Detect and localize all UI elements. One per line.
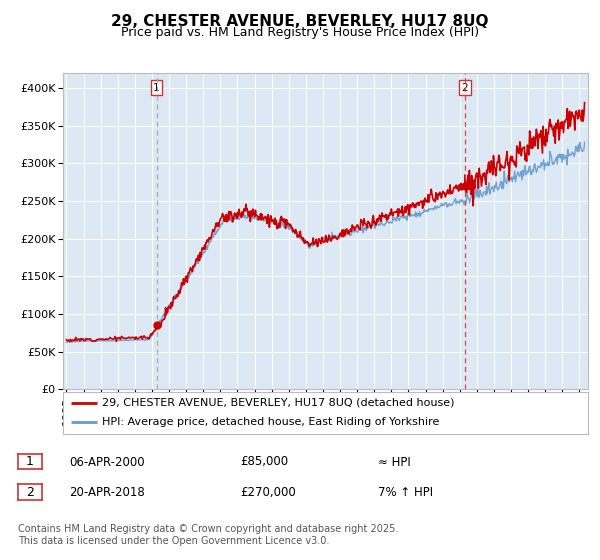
Text: £85,000: £85,000 [240, 455, 288, 469]
Text: £270,000: £270,000 [240, 486, 296, 500]
Text: 2: 2 [26, 486, 34, 499]
Text: 29, CHESTER AVENUE, BEVERLEY, HU17 8UQ (detached house): 29, CHESTER AVENUE, BEVERLEY, HU17 8UQ (… [103, 398, 455, 408]
Text: ≈ HPI: ≈ HPI [378, 455, 411, 469]
Text: Price paid vs. HM Land Registry's House Price Index (HPI): Price paid vs. HM Land Registry's House … [121, 26, 479, 39]
Text: HPI: Average price, detached house, East Riding of Yorkshire: HPI: Average price, detached house, East… [103, 417, 440, 427]
Text: 20-APR-2018: 20-APR-2018 [69, 486, 145, 500]
Text: Contains HM Land Registry data © Crown copyright and database right 2025.
This d: Contains HM Land Registry data © Crown c… [18, 524, 398, 546]
Text: 1: 1 [153, 83, 160, 93]
Text: 29, CHESTER AVENUE, BEVERLEY, HU17 8UQ: 29, CHESTER AVENUE, BEVERLEY, HU17 8UQ [111, 14, 489, 29]
Text: 2: 2 [461, 83, 468, 93]
Text: 7% ↑ HPI: 7% ↑ HPI [378, 486, 433, 500]
Text: 06-APR-2000: 06-APR-2000 [69, 455, 145, 469]
Text: 1: 1 [26, 455, 34, 468]
